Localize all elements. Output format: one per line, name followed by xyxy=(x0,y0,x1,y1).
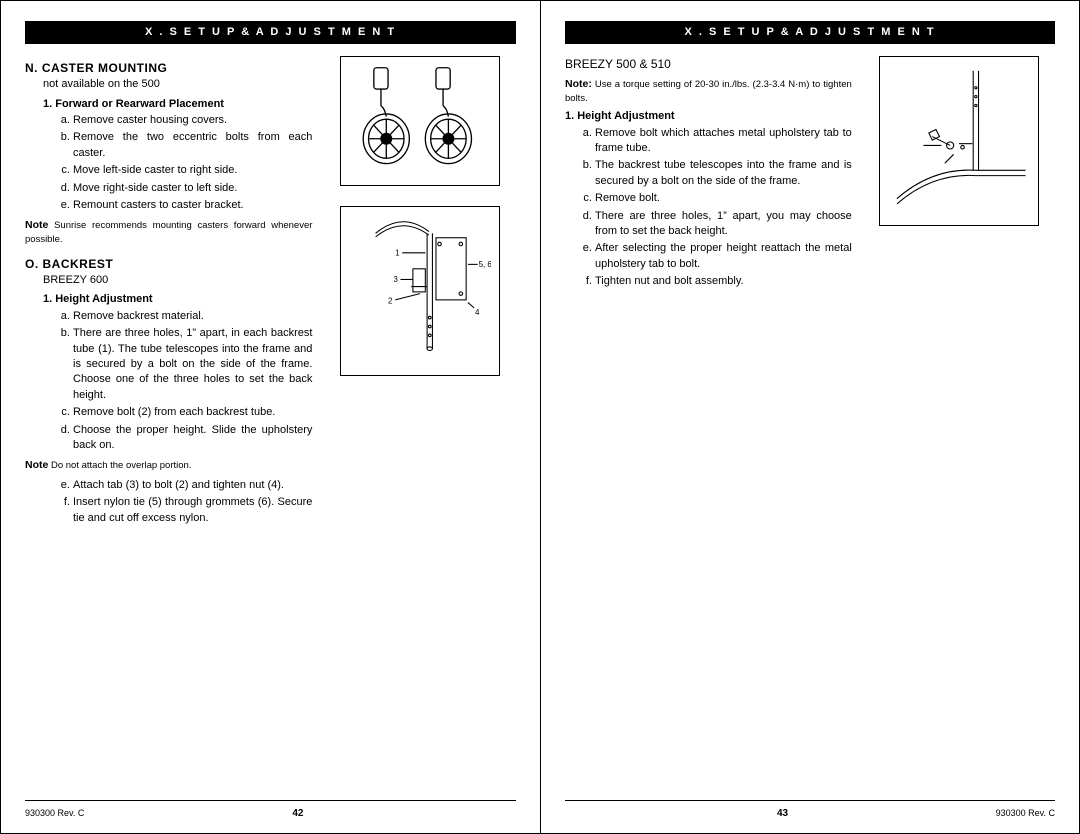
step: Move right-side caster to left side. xyxy=(73,180,312,197)
section-n-steps: Remove caster housing covers. Remove the… xyxy=(73,112,312,214)
doc-rev: 930300 Rev. C xyxy=(996,807,1055,821)
doc-rev: 930300 Rev. C xyxy=(25,807,84,821)
page-right: X . S E T U P & A D J U S T M E N T BREE… xyxy=(540,0,1080,834)
step: Remount casters to caster bracket. xyxy=(73,197,312,214)
frame-bolt-diagram-icon xyxy=(888,61,1030,221)
step: Remove the two eccentric bolts from each… xyxy=(73,129,312,162)
step: There are three holes, 1” apart, in each… xyxy=(73,325,312,404)
section-n-item1-title: 1. Forward or Rearward Placement xyxy=(43,97,312,112)
page-left-body: N. CASTER MOUNTING not available on the … xyxy=(1,56,540,527)
header-bar-left: X . S E T U P & A D J U S T M E N T xyxy=(25,21,516,44)
left-text-column: N. CASTER MOUNTING not available on the … xyxy=(25,56,312,527)
note-label: Note xyxy=(25,219,48,231)
fig-label: 4 xyxy=(475,308,480,317)
step: Remove caster housing covers. xyxy=(73,112,312,129)
step: Attach tab (3) to bolt (2) and tighten n… xyxy=(73,477,312,494)
section-n-title: N. CASTER MOUNTING xyxy=(25,60,312,77)
step: Choose the proper height. Slide the upho… xyxy=(73,422,312,455)
page-number: 42 xyxy=(292,807,303,821)
left-figure-column: 1 3 2 5, 6 4 xyxy=(324,56,516,527)
step: Remove bolt (2) from each backrest tube. xyxy=(73,404,312,421)
fig-label: 5, 6 xyxy=(479,260,491,269)
header-bar-right: X . S E T U P & A D J U S T M E N T xyxy=(565,21,1055,44)
section-o-note: Note Do not attach the overlap portion. xyxy=(25,458,312,473)
page-left: X . S E T U P & A D J U S T M E N T N. C… xyxy=(0,0,540,834)
section-o-item1-title: 1. Height Adjustment xyxy=(43,292,312,307)
footer-rule xyxy=(565,800,1055,801)
page-number: 43 xyxy=(777,807,788,821)
fig-label: 2 xyxy=(388,297,393,306)
step: Remove bolt which attaches metal upholst… xyxy=(595,125,852,158)
step: Remove bolt. xyxy=(595,190,852,207)
step: Insert nylon tie (5) through grommets (6… xyxy=(73,494,312,527)
step: Tighten nut and bolt assembly. xyxy=(595,273,852,290)
note-label: Note: xyxy=(565,78,592,90)
section-n-note: Note Sunrise recommends mounting casters… xyxy=(25,218,312,246)
section-o-title: O. BACKREST xyxy=(25,256,312,273)
right-item1-title: 1. Height Adjustment xyxy=(565,109,852,124)
footer-left: 930300 Rev. C 42 x xyxy=(25,807,516,821)
right-model: BREEZY 500 & 510 xyxy=(565,56,852,73)
footer-right: x 43 930300 Rev. C xyxy=(565,807,1055,821)
figure-backrest-tube: 1 3 2 5, 6 4 xyxy=(340,206,500,376)
step: The backrest tube telescopes into the fr… xyxy=(595,157,852,190)
section-o-steps-part1: Remove backrest material. There are thre… xyxy=(73,308,312,455)
section-o-model: BREEZY 600 xyxy=(43,273,312,288)
page-right-body: BREEZY 500 & 510 Note: Use a torque sett… xyxy=(541,56,1079,290)
section-n-subtitle: not available on the 500 xyxy=(43,77,312,92)
note-text: Do not attach the overlap portion. xyxy=(51,460,191,471)
right-text-column: BREEZY 500 & 510 Note: Use a torque sett… xyxy=(565,56,852,290)
figure-frame-bolt xyxy=(879,56,1039,226)
step: After selecting the proper height reatta… xyxy=(595,240,852,273)
note-label: Note xyxy=(25,459,48,471)
step: There are three holes, 1” apart, you may… xyxy=(595,208,852,241)
right-figure-column xyxy=(864,56,1055,290)
fig-label: 3 xyxy=(394,276,399,285)
right-torque-note: Note: Use a torque setting of 20-30 in./… xyxy=(565,77,852,105)
note-text: Sunrise recommends mounting casters forw… xyxy=(25,220,312,245)
backrest-diagram-icon: 1 3 2 5, 6 4 xyxy=(349,211,491,371)
step: Move left-side caster to right side. xyxy=(73,162,312,179)
footer-rule xyxy=(25,800,516,801)
fig-label: 1 xyxy=(395,249,400,258)
section-o-steps-part2: Attach tab (3) to bolt (2) and tighten n… xyxy=(73,477,312,527)
figure-caster-mounting xyxy=(340,56,500,186)
caster-diagram-icon xyxy=(349,61,491,181)
note-text: Use a torque setting of 20-30 in./lbs. (… xyxy=(565,79,852,104)
page-spread: X . S E T U P & A D J U S T M E N T N. C… xyxy=(0,0,1080,834)
right-steps: Remove bolt which attaches metal upholst… xyxy=(595,125,852,291)
step: Remove backrest material. xyxy=(73,308,312,325)
